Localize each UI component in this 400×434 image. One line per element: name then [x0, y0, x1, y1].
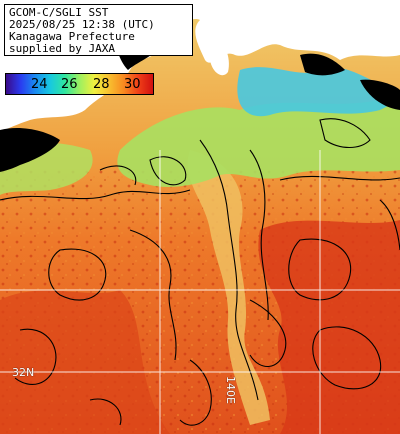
cold-water — [237, 67, 400, 117]
isotherm-contours — [0, 118, 400, 426]
caption-line-sensor: GCOM-C/SGLI SST — [9, 6, 109, 19]
legend-label-26: 26 — [61, 77, 78, 92]
caption-line-region: Kanagawa Prefecture — [9, 30, 135, 43]
caption-line-datetime: 2025/08/25 12:38 (UTC) — [9, 18, 155, 31]
legend-label-30: 30 — [124, 77, 141, 92]
hot-sea-region — [0, 290, 170, 434]
latitude-label: 32N — [12, 366, 35, 379]
coastal-cool-water — [117, 100, 400, 187]
warm-tongue — [187, 150, 270, 425]
map-caption: GCOM-C/SGLI SST 2025/08/25 12:38 (UTC) K… — [4, 4, 193, 56]
legend-label-24: 24 — [31, 77, 48, 92]
lat-lon-grid — [0, 150, 400, 434]
legend-label-28: 28 — [93, 77, 110, 92]
cloud-cover — [300, 53, 345, 76]
longitude-label: 140E — [224, 376, 237, 404]
cloud-cover — [0, 128, 60, 172]
land-mass — [210, 39, 229, 76]
cloud-cover — [360, 79, 400, 110]
sst-color-legend: 24 26 28 30 — [5, 73, 154, 95]
caption-line-provider: supplied by JAXA — [9, 42, 115, 55]
